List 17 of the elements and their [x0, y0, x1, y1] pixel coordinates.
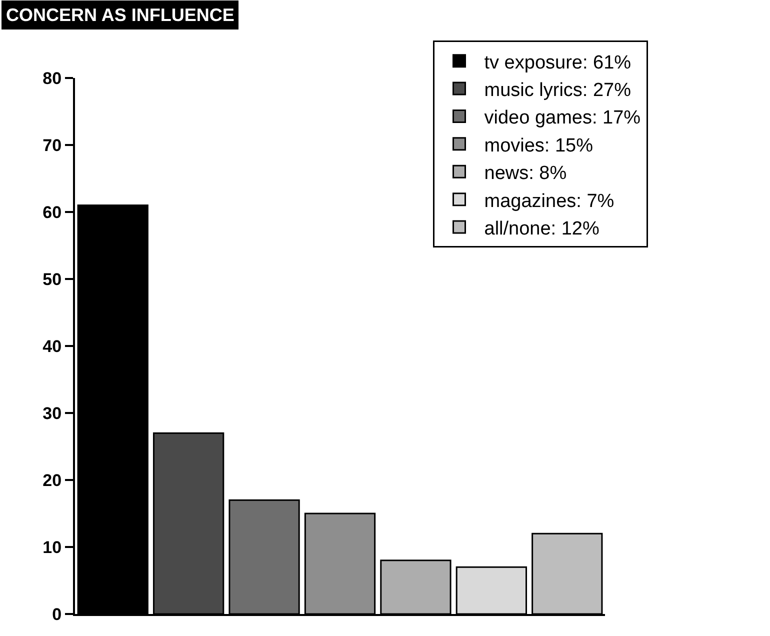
y-tick-label: 10 [42, 538, 62, 557]
y-tick-label: 0 [52, 604, 62, 624]
y-tick-label: 20 [42, 470, 62, 490]
legend-label: music lyrics: 27% [484, 80, 632, 101]
y-tick-label: 80 [42, 68, 62, 88]
y-tick-label: 50 [42, 270, 62, 289]
legend-label: video games: 17% [484, 108, 641, 129]
y-tick-label: 70 [42, 136, 62, 155]
legend-label: magazines: 7% [484, 190, 614, 212]
y-tick-label: 60 [42, 202, 62, 222]
legend-label: tv exposure: 61% [484, 52, 632, 74]
chart-title: CONCERN AS INFLUENCE [6, 5, 234, 25]
y-tick-label: 30 [42, 404, 62, 423]
y-tick-label: 40 [42, 336, 62, 356]
legend-label: news: 8% [484, 163, 567, 184]
legend-label: all/none: 12% [484, 218, 600, 240]
legend-label: movies: 15% [484, 135, 594, 156]
